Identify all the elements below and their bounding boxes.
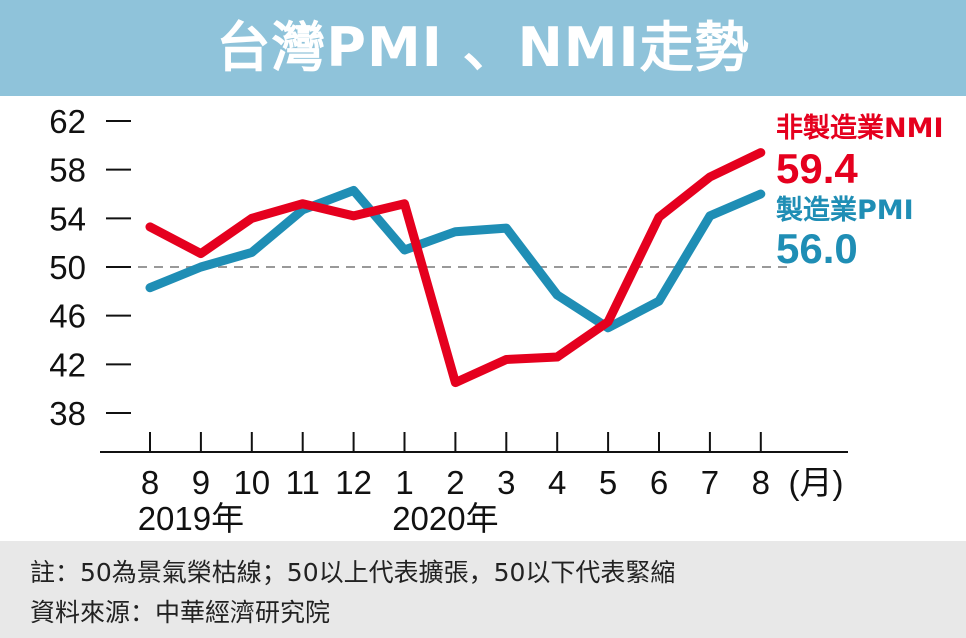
year-label-1: 2020年: [392, 500, 498, 537]
y-tick-label-38: 38: [49, 395, 86, 432]
x-tick-label-5: 1: [395, 464, 413, 501]
title-banner: 台灣PMI 、NMI走勢: [0, 0, 966, 96]
x-tick-label-4: 12: [335, 464, 372, 501]
series-line-nmi: [145, 148, 766, 388]
footnote-note: 註：50為景氣榮枯線；50以上代表擴張，50以下代表緊縮: [30, 558, 676, 587]
legend-pmi-name: 製造業PMI: [776, 195, 914, 226]
x-unit-label: (月): [789, 464, 844, 501]
legend-nmi-name: 非製造業NMI: [776, 113, 944, 144]
x-tick-label-3: 11: [286, 464, 320, 501]
footnote-source: 資料來源：中華經濟研究院: [30, 598, 331, 627]
series-line-pmi: [145, 185, 766, 333]
x-tick-label-11: 7: [701, 464, 719, 501]
x-tick-label-10: 6: [650, 464, 668, 501]
x-tick-label-2: 10: [233, 464, 270, 501]
y-tick-label-42: 42: [49, 346, 86, 383]
y-tick-label-46: 46: [49, 298, 86, 335]
x-tick-label-9: 5: [599, 464, 617, 501]
y-tick-label-50: 50: [49, 249, 86, 286]
x-tick-label-8: 4: [548, 464, 566, 501]
y-tick-label-54: 54: [49, 200, 86, 237]
y-tick-label-62: 62: [49, 103, 86, 140]
x-tick-label-0: 8: [141, 464, 159, 501]
x-tick-label-6: 2: [446, 464, 464, 501]
y-tick-label-58: 58: [49, 152, 86, 189]
legend-nmi-value: 59.4: [776, 145, 858, 192]
legend-pmi-value: 56.0: [776, 225, 858, 272]
x-tick-label-1: 9: [192, 464, 210, 501]
x-tick-label-7: 3: [497, 464, 515, 501]
chart-title: 台灣PMI 、NMI走勢: [216, 16, 750, 79]
footnote-panel: 註：50為景氣榮枯線；50以上代表擴張，50以下代表緊縮 資料來源：中華經濟研究…: [0, 541, 966, 638]
x-tick-label-12: 8: [752, 464, 770, 501]
year-label-0: 2019年: [138, 500, 244, 537]
